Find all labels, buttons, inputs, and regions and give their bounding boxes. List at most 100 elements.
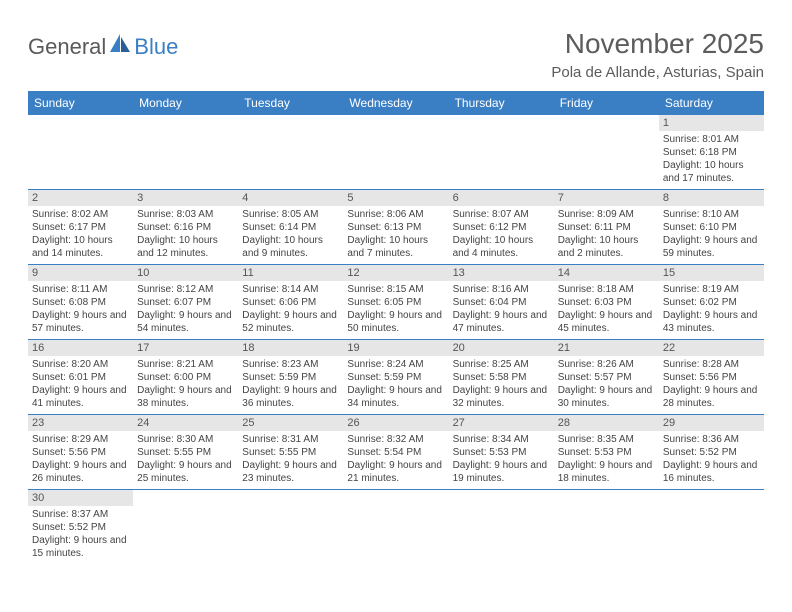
day-details: Sunrise: 8:32 AMSunset: 5:54 PMDaylight:…: [343, 431, 448, 489]
calendar-body: 1Sunrise: 8:01 AMSunset: 6:18 PMDaylight…: [28, 115, 764, 564]
empty-cell: [449, 490, 554, 565]
day-number: 3: [133, 190, 238, 206]
day-cell: 11Sunrise: 8:14 AMSunset: 6:06 PMDayligh…: [238, 265, 343, 340]
day-number: 30: [28, 490, 133, 506]
day-details: Sunrise: 8:06 AMSunset: 6:13 PMDaylight:…: [343, 206, 448, 264]
day-details: Sunrise: 8:03 AMSunset: 6:16 PMDaylight:…: [133, 206, 238, 264]
day-cell: 16Sunrise: 8:20 AMSunset: 6:01 PMDayligh…: [28, 340, 133, 415]
day-details: Sunrise: 8:19 AMSunset: 6:02 PMDaylight:…: [659, 281, 764, 339]
day-cell: 23Sunrise: 8:29 AMSunset: 5:56 PMDayligh…: [28, 415, 133, 490]
day-cell: 14Sunrise: 8:18 AMSunset: 6:03 PMDayligh…: [554, 265, 659, 340]
day-cell: 22Sunrise: 8:28 AMSunset: 5:56 PMDayligh…: [659, 340, 764, 415]
day-cell: 7Sunrise: 8:09 AMSunset: 6:11 PMDaylight…: [554, 190, 659, 265]
day-header: Sunday: [28, 91, 133, 115]
week-row: 2Sunrise: 8:02 AMSunset: 6:17 PMDaylight…: [28, 190, 764, 265]
week-row: 30Sunrise: 8:37 AMSunset: 5:52 PMDayligh…: [28, 490, 764, 565]
day-details: Sunrise: 8:07 AMSunset: 6:12 PMDaylight:…: [449, 206, 554, 264]
day-cell: 1Sunrise: 8:01 AMSunset: 6:18 PMDaylight…: [659, 115, 764, 190]
week-row: 1Sunrise: 8:01 AMSunset: 6:18 PMDaylight…: [28, 115, 764, 190]
day-cell: 30Sunrise: 8:37 AMSunset: 5:52 PMDayligh…: [28, 490, 133, 565]
day-details: Sunrise: 8:26 AMSunset: 5:57 PMDaylight:…: [554, 356, 659, 414]
day-cell: 9Sunrise: 8:11 AMSunset: 6:08 PMDaylight…: [28, 265, 133, 340]
day-details: Sunrise: 8:16 AMSunset: 6:04 PMDaylight:…: [449, 281, 554, 339]
day-number: 9: [28, 265, 133, 281]
day-header: Thursday: [449, 91, 554, 115]
empty-cell: [28, 115, 133, 190]
day-cell: 10Sunrise: 8:12 AMSunset: 6:07 PMDayligh…: [133, 265, 238, 340]
empty-cell: [133, 115, 238, 190]
logo-text-2: Blue: [134, 34, 178, 60]
day-details: Sunrise: 8:30 AMSunset: 5:55 PMDaylight:…: [133, 431, 238, 489]
day-number: 10: [133, 265, 238, 281]
day-number: 20: [449, 340, 554, 356]
empty-cell: [238, 490, 343, 565]
empty-cell: [133, 490, 238, 565]
day-number: 13: [449, 265, 554, 281]
week-row: 9Sunrise: 8:11 AMSunset: 6:08 PMDaylight…: [28, 265, 764, 340]
location: Pola de Allande, Asturias, Spain: [551, 64, 764, 81]
day-details: Sunrise: 8:20 AMSunset: 6:01 PMDaylight:…: [28, 356, 133, 414]
empty-cell: [554, 115, 659, 190]
day-cell: 27Sunrise: 8:34 AMSunset: 5:53 PMDayligh…: [449, 415, 554, 490]
day-cell: 29Sunrise: 8:36 AMSunset: 5:52 PMDayligh…: [659, 415, 764, 490]
empty-cell: [659, 490, 764, 565]
day-cell: 25Sunrise: 8:31 AMSunset: 5:55 PMDayligh…: [238, 415, 343, 490]
day-details: Sunrise: 8:12 AMSunset: 6:07 PMDaylight:…: [133, 281, 238, 339]
day-details: Sunrise: 8:36 AMSunset: 5:52 PMDaylight:…: [659, 431, 764, 489]
day-details: Sunrise: 8:31 AMSunset: 5:55 PMDaylight:…: [238, 431, 343, 489]
day-header: Wednesday: [343, 91, 448, 115]
calendar-page: General Blue November 2025 Pola de Allan…: [0, 0, 792, 564]
day-details: Sunrise: 8:34 AMSunset: 5:53 PMDaylight:…: [449, 431, 554, 489]
day-header: Saturday: [659, 91, 764, 115]
empty-cell: [343, 490, 448, 565]
day-number: 5: [343, 190, 448, 206]
day-details: Sunrise: 8:18 AMSunset: 6:03 PMDaylight:…: [554, 281, 659, 339]
empty-cell: [449, 115, 554, 190]
day-number: 11: [238, 265, 343, 281]
week-row: 23Sunrise: 8:29 AMSunset: 5:56 PMDayligh…: [28, 415, 764, 490]
day-cell: 6Sunrise: 8:07 AMSunset: 6:12 PMDaylight…: [449, 190, 554, 265]
header: General Blue November 2025 Pola de Allan…: [28, 28, 764, 81]
day-details: Sunrise: 8:23 AMSunset: 5:59 PMDaylight:…: [238, 356, 343, 414]
empty-cell: [554, 490, 659, 565]
day-details: Sunrise: 8:37 AMSunset: 5:52 PMDaylight:…: [28, 506, 133, 564]
day-number: 8: [659, 190, 764, 206]
day-cell: 8Sunrise: 8:10 AMSunset: 6:10 PMDaylight…: [659, 190, 764, 265]
day-number: 17: [133, 340, 238, 356]
day-number: 29: [659, 415, 764, 431]
day-details: Sunrise: 8:35 AMSunset: 5:53 PMDaylight:…: [554, 431, 659, 489]
day-number: 22: [659, 340, 764, 356]
day-cell: 18Sunrise: 8:23 AMSunset: 5:59 PMDayligh…: [238, 340, 343, 415]
day-header: Monday: [133, 91, 238, 115]
empty-cell: [238, 115, 343, 190]
day-number: 6: [449, 190, 554, 206]
day-cell: 26Sunrise: 8:32 AMSunset: 5:54 PMDayligh…: [343, 415, 448, 490]
week-row: 16Sunrise: 8:20 AMSunset: 6:01 PMDayligh…: [28, 340, 764, 415]
day-number: 1: [659, 115, 764, 131]
day-number: 14: [554, 265, 659, 281]
day-details: Sunrise: 8:10 AMSunset: 6:10 PMDaylight:…: [659, 206, 764, 264]
day-number: 7: [554, 190, 659, 206]
calendar-table: SundayMondayTuesdayWednesdayThursdayFrid…: [28, 91, 764, 564]
day-cell: 13Sunrise: 8:16 AMSunset: 6:04 PMDayligh…: [449, 265, 554, 340]
day-number: 27: [449, 415, 554, 431]
day-cell: 21Sunrise: 8:26 AMSunset: 5:57 PMDayligh…: [554, 340, 659, 415]
day-details: Sunrise: 8:01 AMSunset: 6:18 PMDaylight:…: [659, 131, 764, 189]
day-number: 16: [28, 340, 133, 356]
day-details: Sunrise: 8:09 AMSunset: 6:11 PMDaylight:…: [554, 206, 659, 264]
day-number: 24: [133, 415, 238, 431]
day-cell: 24Sunrise: 8:30 AMSunset: 5:55 PMDayligh…: [133, 415, 238, 490]
day-number: 12: [343, 265, 448, 281]
month-title: November 2025: [551, 28, 764, 60]
day-number: 23: [28, 415, 133, 431]
day-details: Sunrise: 8:15 AMSunset: 6:05 PMDaylight:…: [343, 281, 448, 339]
sail-icon: [110, 34, 132, 60]
day-details: Sunrise: 8:28 AMSunset: 5:56 PMDaylight:…: [659, 356, 764, 414]
day-cell: 4Sunrise: 8:05 AMSunset: 6:14 PMDaylight…: [238, 190, 343, 265]
day-details: Sunrise: 8:14 AMSunset: 6:06 PMDaylight:…: [238, 281, 343, 339]
day-number: 15: [659, 265, 764, 281]
day-details: Sunrise: 8:29 AMSunset: 5:56 PMDaylight:…: [28, 431, 133, 489]
day-header-row: SundayMondayTuesdayWednesdayThursdayFrid…: [28, 91, 764, 115]
day-number: 4: [238, 190, 343, 206]
day-details: Sunrise: 8:11 AMSunset: 6:08 PMDaylight:…: [28, 281, 133, 339]
